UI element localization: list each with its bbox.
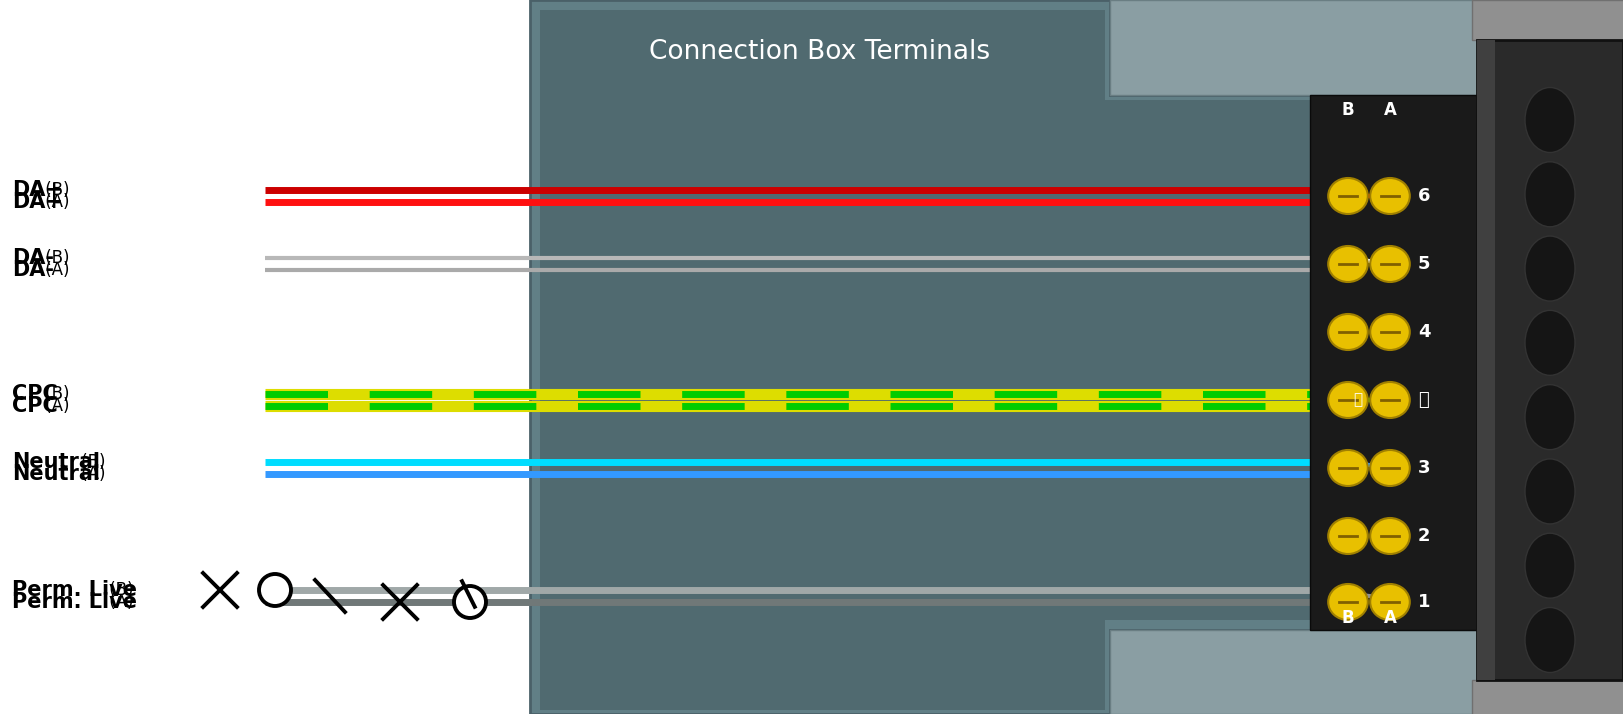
Ellipse shape [1328,178,1368,214]
Ellipse shape [1370,314,1410,350]
Text: Connection Box Terminals: Connection Box Terminals [649,39,990,65]
Text: 4: 4 [1419,323,1430,341]
Ellipse shape [1526,311,1574,376]
Text: (A): (A) [39,193,70,211]
Bar [1477,40,1623,680]
Text: (A): (A) [76,465,105,483]
Text: 1: 1 [1419,593,1430,611]
Text: (B): (B) [76,453,105,471]
Ellipse shape [1370,382,1410,418]
Ellipse shape [1526,533,1574,598]
Ellipse shape [1370,246,1410,282]
Text: Perm. Live: Perm. Live [11,580,136,600]
Ellipse shape [1526,385,1574,450]
Bar [1472,0,1623,40]
Text: B: B [1342,101,1354,119]
Text: CPC: CPC [11,384,58,404]
Text: DA+: DA+ [11,192,63,212]
Text: A: A [1383,609,1396,627]
Bar [1310,95,1477,630]
Text: (A): (A) [39,261,70,279]
Text: A: A [1383,101,1396,119]
Text: CPC: CPC [11,396,58,416]
Text: 5: 5 [1419,255,1430,273]
Ellipse shape [1526,162,1574,227]
Ellipse shape [1526,608,1574,673]
Text: B: B [1342,609,1354,627]
Text: 2: 2 [1419,527,1430,545]
Ellipse shape [1526,459,1574,524]
Text: DA-: DA- [11,248,54,268]
Ellipse shape [1328,584,1368,620]
Ellipse shape [1328,382,1368,418]
Text: Neutral: Neutral [11,452,101,472]
Ellipse shape [1526,88,1574,153]
Ellipse shape [1328,314,1368,350]
Circle shape [454,586,485,618]
Bar [1110,630,1480,714]
Circle shape [260,574,291,606]
Text: (A): (A) [39,397,70,415]
Text: ⏚: ⏚ [1419,391,1428,409]
Text: (B): (B) [39,249,70,267]
Text: Neutral: Neutral [11,464,101,484]
Text: (A): (A) [104,593,133,611]
Ellipse shape [1370,450,1410,486]
Ellipse shape [1370,584,1410,620]
Bar [1472,680,1623,714]
Ellipse shape [1328,450,1368,486]
Bar [1477,40,1495,680]
Ellipse shape [1526,236,1574,301]
Text: (B): (B) [104,581,133,599]
Text: DA+: DA+ [11,180,63,200]
Bar [1110,0,1480,95]
Text: (B): (B) [39,181,70,199]
Ellipse shape [1328,246,1368,282]
Text: ⏚: ⏚ [1354,393,1362,408]
Polygon shape [540,10,1466,710]
Ellipse shape [1370,518,1410,554]
Polygon shape [531,0,1475,714]
Text: DA-: DA- [11,260,54,280]
Text: 6: 6 [1419,187,1430,205]
Ellipse shape [1370,178,1410,214]
Ellipse shape [1328,518,1368,554]
Text: 3: 3 [1419,459,1430,477]
Text: Perm. Live: Perm. Live [11,592,136,612]
Text: (B): (B) [39,385,70,403]
